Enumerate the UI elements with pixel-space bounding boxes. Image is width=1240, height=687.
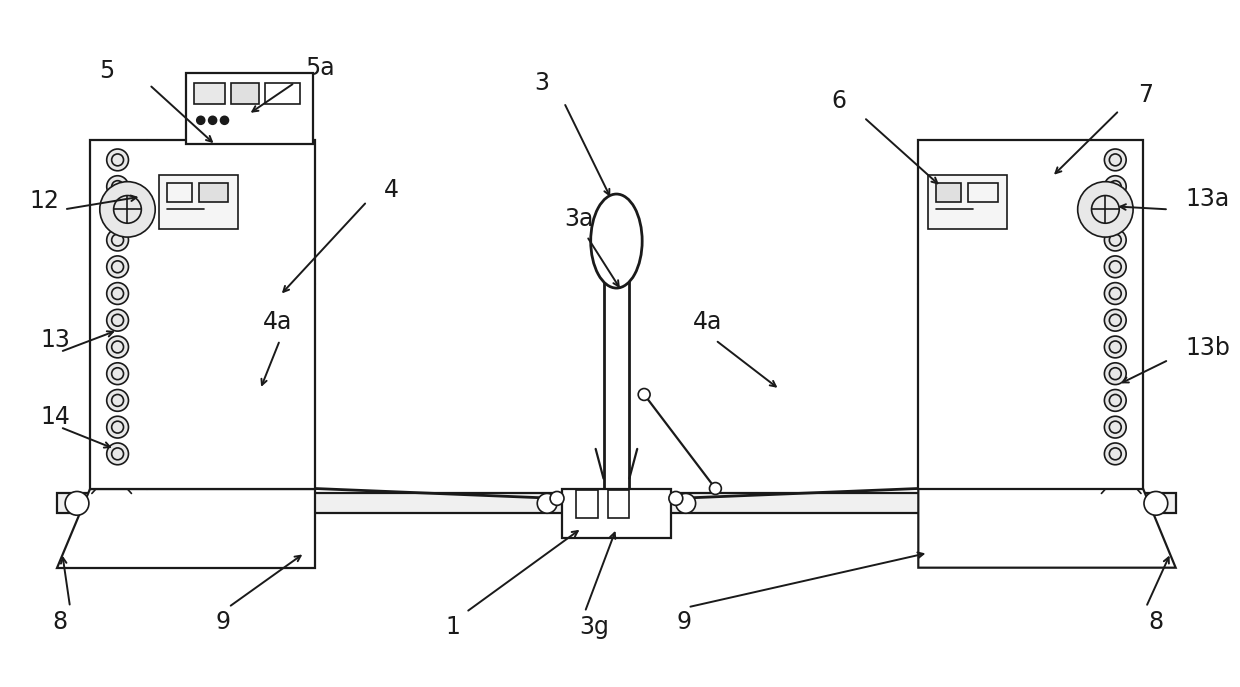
- Circle shape: [66, 491, 89, 515]
- Circle shape: [1105, 443, 1126, 464]
- Circle shape: [1145, 491, 1168, 515]
- Text: 4a: 4a: [263, 311, 293, 334]
- Circle shape: [1105, 363, 1126, 385]
- Bar: [967, 183, 997, 203]
- Text: 3g: 3g: [580, 615, 610, 639]
- Circle shape: [107, 309, 129, 331]
- Text: 8: 8: [52, 610, 68, 634]
- Text: 3a: 3a: [564, 207, 594, 232]
- Text: 4: 4: [384, 178, 399, 201]
- Text: 8: 8: [1148, 610, 1163, 634]
- Ellipse shape: [590, 194, 642, 288]
- Circle shape: [1105, 309, 1126, 331]
- Text: 9: 9: [676, 610, 691, 634]
- Text: 5a: 5a: [305, 56, 335, 80]
- Circle shape: [676, 493, 696, 513]
- Bar: [929, 174, 1007, 229]
- Circle shape: [107, 203, 129, 224]
- Text: 12: 12: [30, 190, 60, 214]
- Bar: [159, 174, 238, 229]
- Circle shape: [107, 176, 129, 197]
- Circle shape: [1105, 390, 1126, 412]
- Circle shape: [107, 282, 129, 304]
- Circle shape: [107, 443, 129, 464]
- Text: 9: 9: [215, 610, 229, 634]
- Bar: [89, 140, 315, 488]
- Circle shape: [107, 229, 129, 251]
- Text: 5: 5: [99, 59, 114, 83]
- Bar: [57, 493, 1176, 513]
- Bar: [919, 140, 1143, 488]
- Text: 13b: 13b: [1185, 336, 1230, 360]
- Circle shape: [639, 389, 650, 401]
- Circle shape: [668, 491, 683, 506]
- Circle shape: [107, 390, 129, 412]
- Text: 3: 3: [534, 71, 549, 95]
- Bar: [575, 491, 598, 518]
- Circle shape: [1105, 256, 1126, 278]
- Bar: [936, 183, 961, 203]
- Text: 13: 13: [41, 328, 71, 352]
- Circle shape: [1105, 336, 1126, 358]
- Polygon shape: [919, 488, 1176, 567]
- Circle shape: [221, 116, 228, 124]
- Bar: [562, 488, 671, 538]
- Bar: [198, 183, 228, 203]
- Circle shape: [1105, 282, 1126, 304]
- Circle shape: [107, 363, 129, 385]
- Text: 1: 1: [445, 615, 460, 639]
- Circle shape: [107, 149, 129, 171]
- Bar: [186, 73, 312, 144]
- Text: 4a: 4a: [693, 311, 722, 334]
- Bar: [608, 491, 630, 518]
- Circle shape: [1105, 203, 1126, 224]
- Bar: [193, 82, 226, 104]
- Circle shape: [107, 336, 129, 358]
- Polygon shape: [57, 488, 315, 567]
- Circle shape: [1078, 181, 1133, 237]
- Circle shape: [1105, 229, 1126, 251]
- Circle shape: [107, 256, 129, 278]
- Bar: [265, 82, 300, 104]
- Circle shape: [99, 181, 155, 237]
- Circle shape: [107, 416, 129, 438]
- Circle shape: [537, 493, 557, 513]
- Circle shape: [208, 116, 217, 124]
- Circle shape: [551, 491, 564, 506]
- Circle shape: [197, 116, 205, 124]
- Text: 14: 14: [41, 405, 71, 429]
- Circle shape: [1105, 176, 1126, 197]
- Text: 13a: 13a: [1185, 188, 1230, 212]
- Circle shape: [1105, 416, 1126, 438]
- Text: 7: 7: [1138, 82, 1153, 106]
- Bar: [167, 183, 192, 203]
- Circle shape: [1105, 149, 1126, 171]
- Circle shape: [709, 482, 722, 495]
- Text: 6: 6: [832, 89, 847, 113]
- Bar: [232, 82, 259, 104]
